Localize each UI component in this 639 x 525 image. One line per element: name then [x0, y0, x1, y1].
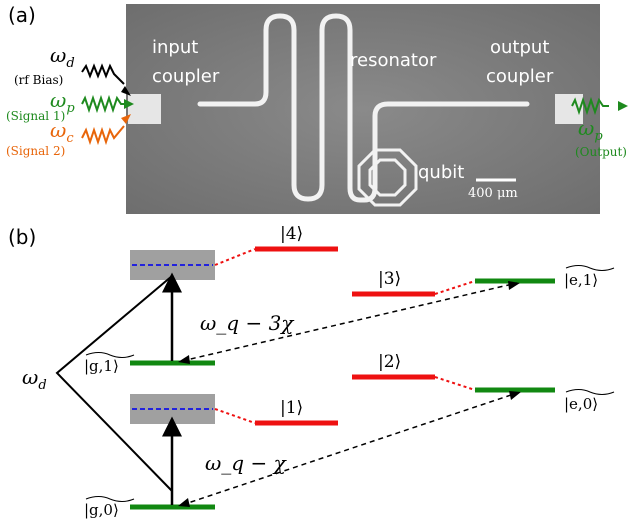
transition-upper-label: ω_q − 3χ: [200, 311, 295, 335]
input-omega-p: ωp: [50, 88, 75, 116]
drive-wedge: [55, 275, 173, 492]
tilde-e1: [565, 265, 615, 271]
transition-upper-head-right: [508, 281, 520, 290]
tilde-g1: [85, 352, 135, 358]
label-g0: |g,0⟩: [84, 501, 119, 519]
label-2: |2⟩: [378, 352, 401, 372]
input-wave-green: [81, 94, 127, 114]
output-label: (Output): [575, 145, 627, 159]
output-coupler-label-1: output: [490, 37, 549, 58]
input-coupler-label-1: input: [152, 37, 198, 58]
input-wave-green-arrowhead: [124, 99, 134, 109]
input-omega-d: ωd: [50, 43, 75, 71]
input-wave-black-arrowhead: [121, 86, 131, 96]
tilde-g0: [85, 496, 135, 502]
input-wave-black: [81, 63, 125, 85]
input-omega-c: ωc: [50, 118, 74, 146]
transition-upper: [181, 282, 518, 362]
connector-3-to-e1: [434, 280, 476, 295]
chip-image: [126, 4, 600, 214]
qubit-outer-octagon: [357, 148, 418, 207]
label-e0: |e,0⟩: [564, 395, 598, 413]
transition-lower-label: ω_q − χ: [205, 451, 288, 475]
label-e1: |e,1⟩: [564, 271, 598, 289]
input-signal2-label: (Signal 2): [6, 144, 65, 158]
qubit-inner-octagon: [368, 158, 407, 197]
transition-lower-head-right: [509, 391, 521, 400]
connector-upper-to-4: [214, 248, 256, 266]
input-coupler-label-2: coupler: [152, 66, 220, 87]
tilde-e0: [565, 389, 615, 395]
output-wave-green: [571, 96, 609, 116]
transition-lower: [181, 392, 518, 506]
transition-upper-head-left: [178, 355, 190, 364]
label-g1: |g,1⟩: [84, 357, 119, 375]
output-omega-p: ωp: [578, 116, 603, 144]
connector-lower-to-1: [214, 408, 256, 424]
input-wave-orange: [81, 125, 125, 146]
input-wave-orange-arrowhead: [121, 114, 131, 124]
output-coupler-label-2: coupler: [486, 66, 554, 87]
panel-a-label: (a): [8, 3, 36, 27]
input-signal1-label: (Signal 1): [6, 109, 65, 123]
label-4: |4⟩: [280, 224, 303, 244]
drive-label: ωd: [22, 365, 47, 393]
input-coupler-pad: [128, 94, 161, 124]
connector-2-to-e0: [434, 376, 476, 391]
label-1: |1⟩: [280, 398, 303, 418]
panel-b-label: (b): [8, 225, 36, 249]
qubit-label: qubit: [418, 162, 464, 183]
transition-lower-head-left: [178, 498, 190, 507]
resonator-label: resonator: [350, 50, 437, 71]
output-wave-arrowhead: [618, 101, 628, 111]
label-3: |3⟩: [378, 269, 401, 289]
scale-bar-label: 400 μm: [468, 186, 518, 201]
input-rf-bias-label: (rf Bias): [14, 73, 63, 87]
resonator-meander: [197, 13, 367, 203]
